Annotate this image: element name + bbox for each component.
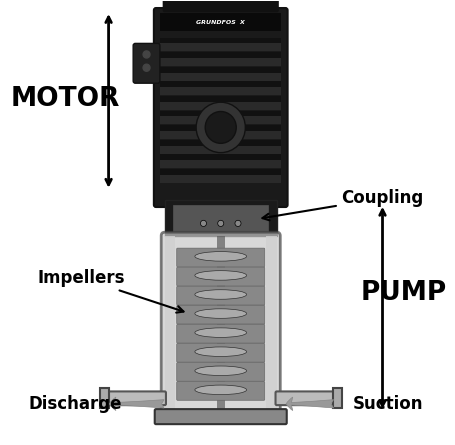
Bar	[160, 131, 281, 139]
Bar	[160, 146, 281, 154]
Bar	[160, 52, 281, 58]
Ellipse shape	[194, 309, 246, 318]
FancyBboxPatch shape	[133, 44, 160, 83]
Bar	[160, 116, 281, 124]
Circle shape	[205, 112, 236, 143]
Circle shape	[234, 220, 241, 227]
Bar	[160, 169, 281, 175]
Circle shape	[143, 64, 150, 71]
Text: Coupling: Coupling	[262, 189, 423, 220]
FancyBboxPatch shape	[177, 286, 264, 305]
FancyBboxPatch shape	[177, 344, 264, 362]
Ellipse shape	[194, 251, 246, 261]
FancyBboxPatch shape	[177, 248, 264, 267]
FancyBboxPatch shape	[177, 324, 264, 343]
Bar	[160, 102, 281, 110]
FancyBboxPatch shape	[177, 267, 264, 286]
Bar	[100, 388, 108, 408]
Bar	[164, 200, 276, 236]
Bar	[160, 111, 281, 116]
Bar	[160, 87, 281, 95]
Bar	[173, 205, 268, 231]
FancyBboxPatch shape	[177, 363, 264, 381]
Text: MOTOR: MOTOR	[11, 86, 120, 112]
Ellipse shape	[194, 385, 246, 395]
Text: Impellers: Impellers	[37, 269, 183, 313]
Bar	[160, 160, 281, 168]
Ellipse shape	[194, 271, 246, 280]
Text: GRUNDFOS  X: GRUNDFOS X	[196, 20, 245, 24]
Circle shape	[200, 220, 206, 227]
Text: Suction: Suction	[352, 395, 422, 413]
Bar	[160, 125, 281, 131]
Bar	[160, 154, 281, 160]
Bar	[160, 73, 281, 81]
Bar	[265, 236, 276, 410]
Bar	[160, 96, 281, 102]
FancyBboxPatch shape	[177, 305, 264, 324]
Text: PUMP: PUMP	[360, 280, 446, 306]
Circle shape	[143, 51, 150, 58]
FancyBboxPatch shape	[154, 409, 286, 424]
Ellipse shape	[194, 347, 246, 356]
Bar	[160, 81, 281, 87]
Bar	[160, 38, 281, 44]
Bar	[164, 236, 175, 410]
FancyBboxPatch shape	[275, 392, 334, 405]
FancyBboxPatch shape	[177, 382, 264, 400]
FancyBboxPatch shape	[107, 392, 166, 405]
FancyBboxPatch shape	[153, 8, 287, 207]
FancyBboxPatch shape	[163, 0, 278, 12]
Ellipse shape	[194, 290, 246, 299]
Bar	[160, 44, 281, 51]
Text: Discharge: Discharge	[29, 395, 122, 413]
FancyBboxPatch shape	[161, 232, 280, 414]
Ellipse shape	[194, 366, 246, 376]
Bar	[160, 175, 281, 183]
Circle shape	[196, 102, 245, 153]
Bar	[332, 388, 341, 408]
Circle shape	[217, 220, 223, 227]
Bar	[217, 236, 224, 410]
Ellipse shape	[194, 328, 246, 337]
Bar	[160, 13, 281, 32]
Bar	[160, 140, 281, 146]
Bar	[160, 58, 281, 66]
Bar	[160, 67, 281, 73]
